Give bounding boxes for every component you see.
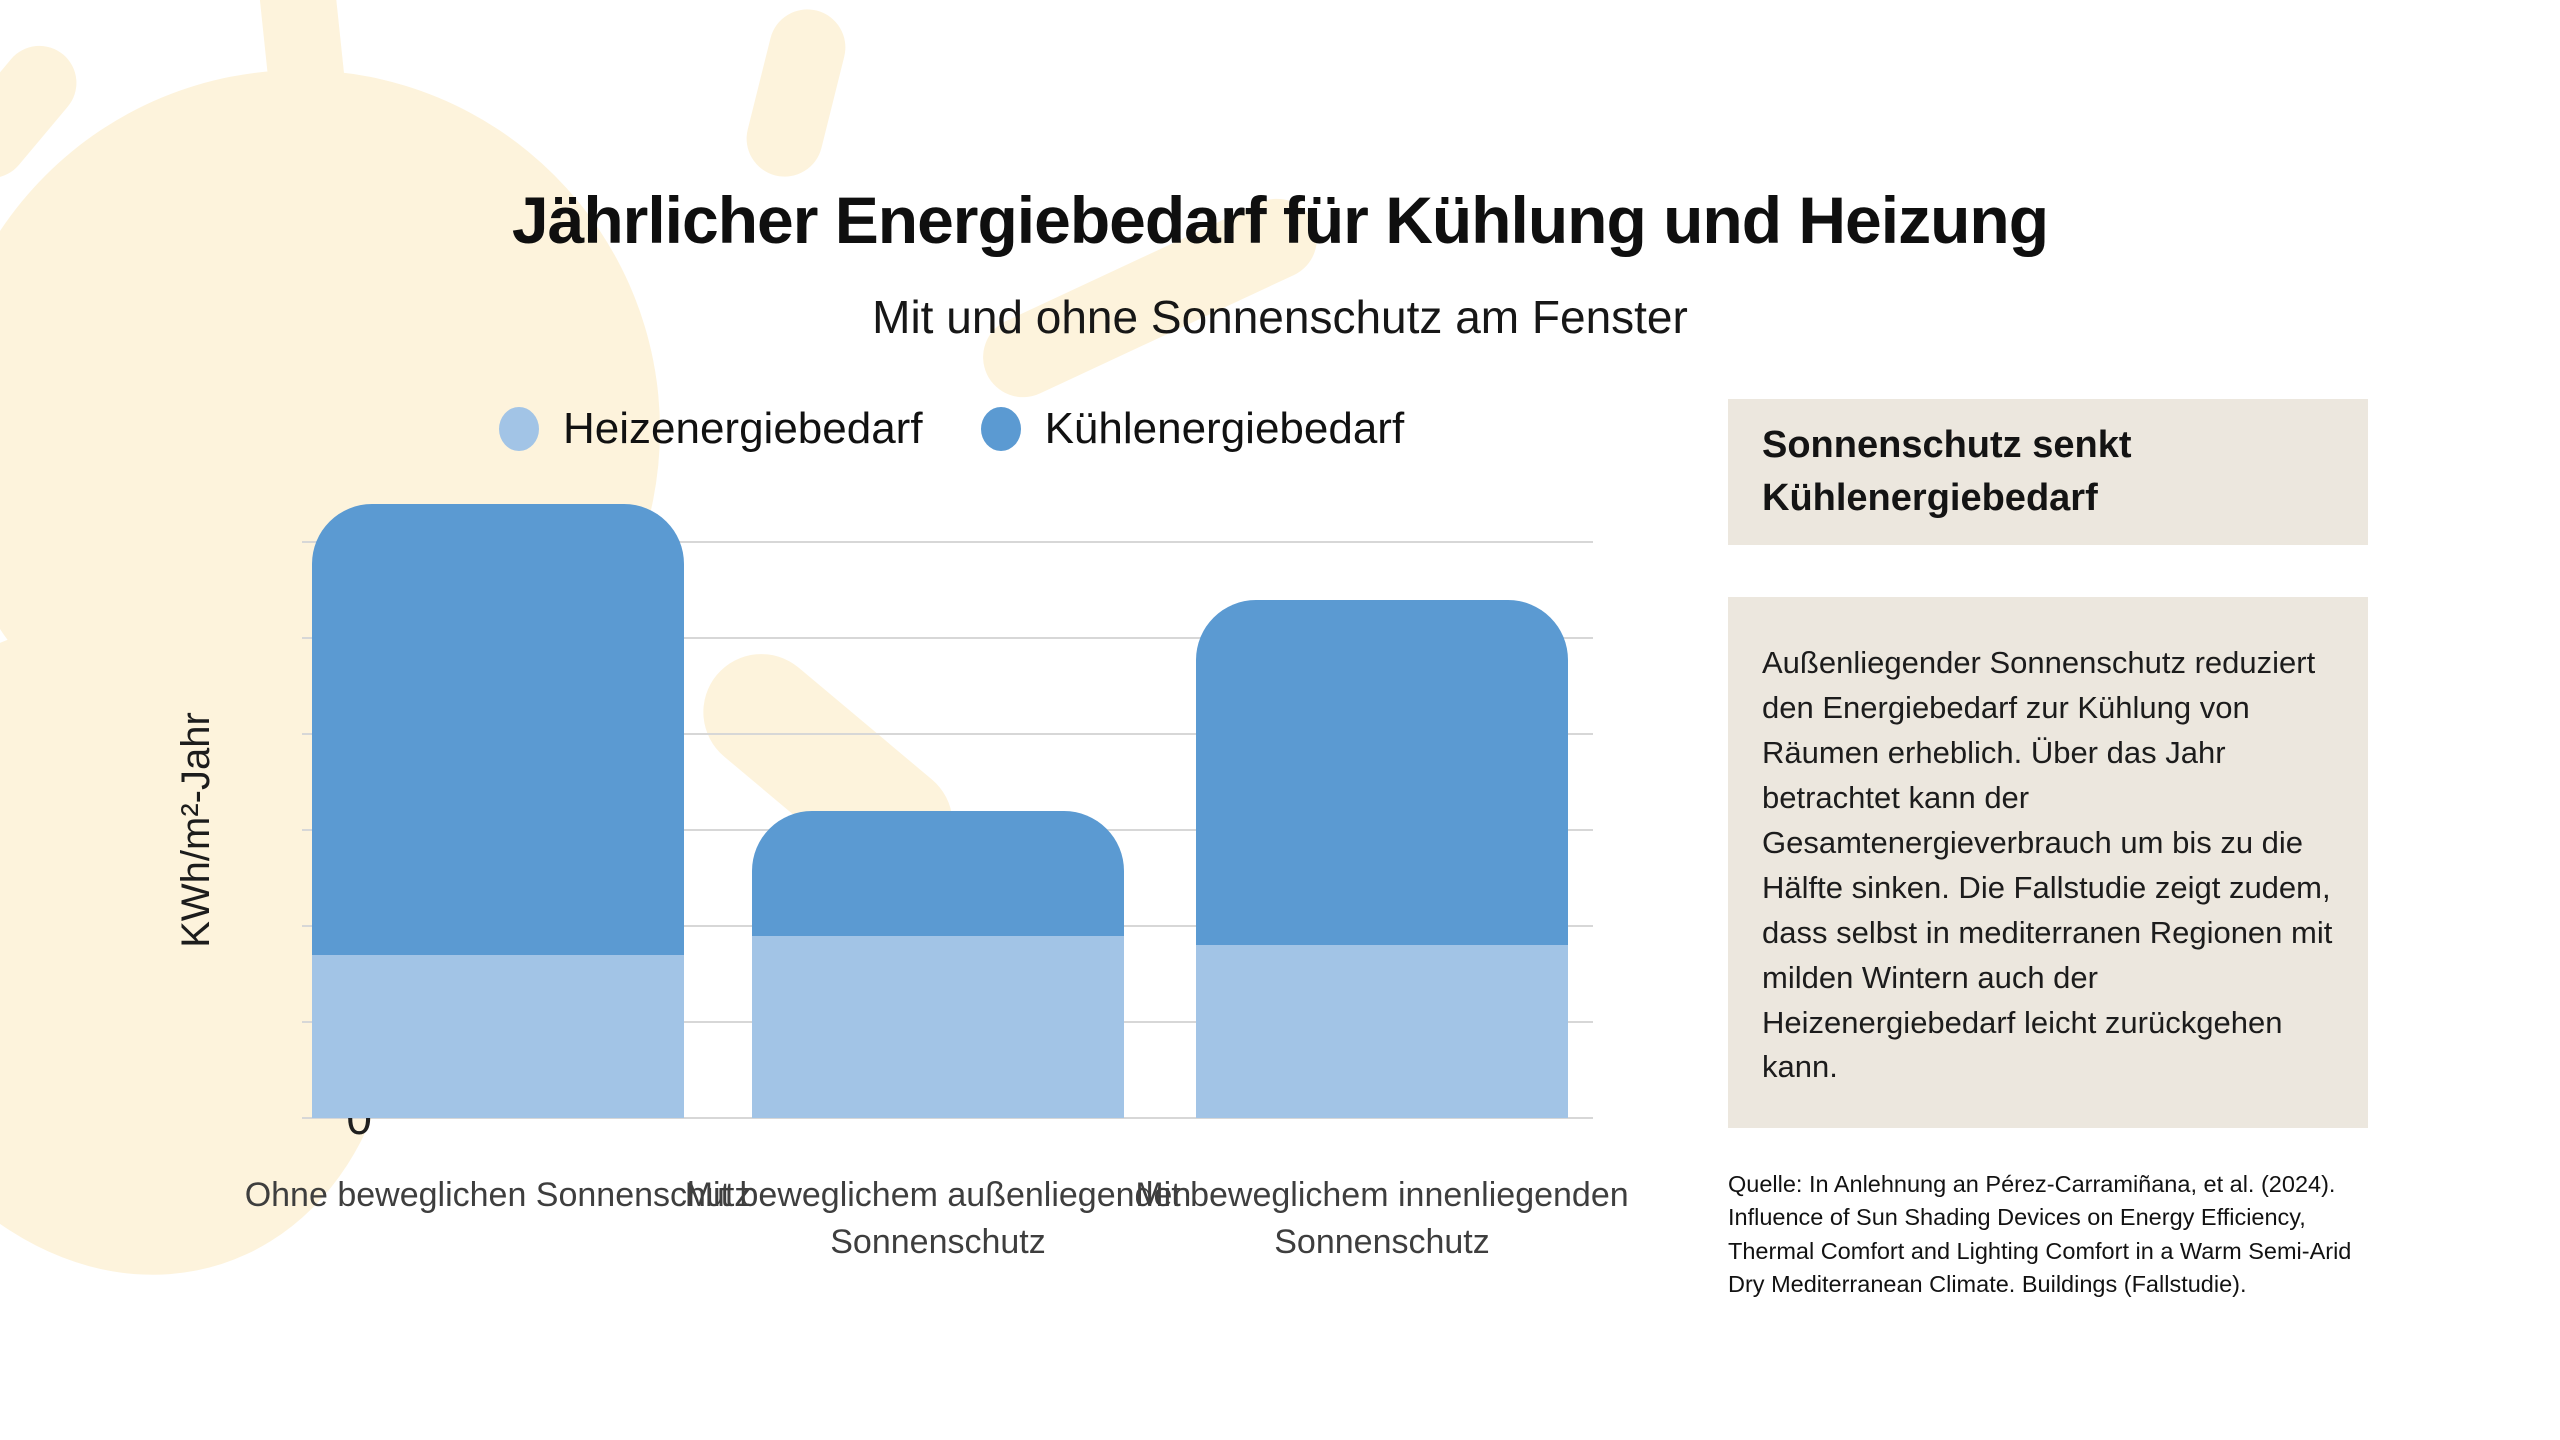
stacked-bar (752, 810, 1124, 1118)
callout-heading-box: Sonnenschutz senkt Kühlenergiebedarf (1728, 399, 2368, 545)
callout-body-box: Außenliegender Sonnenschutz reduziert de… (1728, 597, 2368, 1128)
gridline (302, 637, 1593, 639)
sun-ray-icon (34, 775, 120, 1009)
legend-dot-icon (499, 407, 539, 451)
sun-ray-icon (746, 9, 846, 177)
callout-body: Außenliegender Sonnenschutz reduziert de… (1762, 645, 2333, 1085)
source-citation: Quelle: In Anlehnung an Pérez-Carramiñan… (1728, 1171, 2352, 1298)
sun-blob (0, 625, 397, 1275)
category-label: Mit beweglichem innenliegenden Sonnensch… (1135, 1176, 1629, 1261)
gridline (302, 1117, 1593, 1119)
heating-segment (752, 935, 1124, 1118)
callout-heading: Sonnenschutz senkt Kühlenergiebedarf (1762, 423, 2132, 519)
legend-item: Kühlenergiebedarf (980, 404, 1405, 454)
legend-dot-icon (980, 407, 1021, 451)
gridline (302, 541, 1593, 543)
stacked-bar (312, 503, 684, 1118)
legend-label: Kühlenergiebedarf (1044, 404, 1405, 453)
legend-label: Heizenergiebedarf (563, 404, 923, 453)
category-label: Ohne beweglichen Sonnenschutz (244, 1176, 752, 1214)
heating-segment (312, 954, 684, 1118)
gridline (302, 733, 1593, 735)
sun-ray-icon (0, 45, 77, 179)
sun-ray-icon (983, 198, 1317, 398)
heating-segment (1196, 945, 1568, 1118)
sun-ray-icon (255, 0, 345, 120)
category-label: Mit beweglichem außenliegenden Sonnensch… (684, 1176, 1192, 1261)
page-subtitle: Mit und ohne Sonnenschutz am Fenster (872, 291, 1688, 344)
stacked-bar (1196, 599, 1568, 1118)
chart-legend: Heizenergiebedarf Kühlenergiebedarf (499, 404, 1404, 454)
legend-item: Heizenergiebedarf (499, 404, 923, 454)
page-title: Jährlicher Energiebedarf für Kühlung und… (511, 183, 2049, 258)
